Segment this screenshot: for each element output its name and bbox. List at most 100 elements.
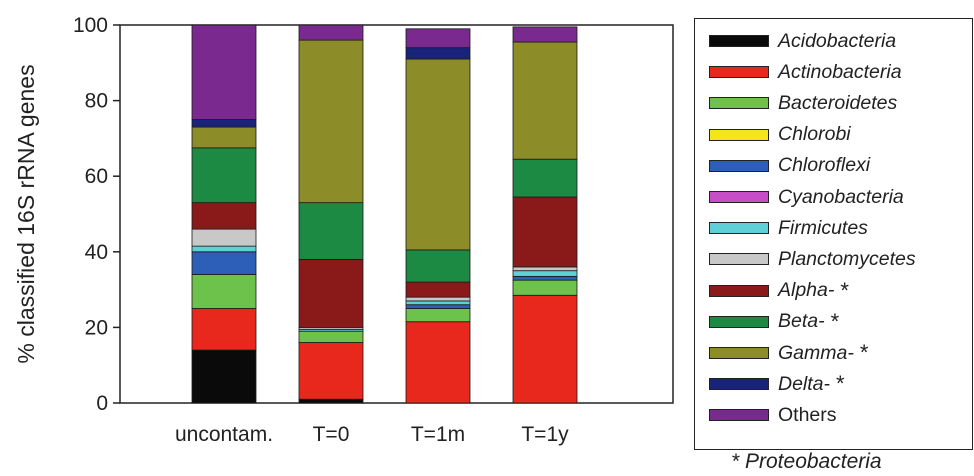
legend-swatch [709, 128, 769, 141]
legend-label: Actinobacteria [778, 60, 902, 83]
bar-segment [191, 147, 257, 204]
bar-stack [405, 28, 471, 404]
x-tick-label: T=0 [313, 423, 350, 446]
bar-segment [405, 321, 471, 404]
legend-item: Firmicutes [709, 216, 868, 240]
y-tick-label: 100 [73, 14, 108, 37]
legend-label: Acidobacteria [778, 29, 897, 52]
bar-segment [512, 270, 578, 277]
bar-segment [405, 281, 471, 298]
legend-label: Delta- [778, 372, 831, 395]
legend-item: Delta- * [709, 371, 845, 397]
bar-stack [298, 24, 364, 404]
legend-label: Firmicutes [778, 216, 868, 239]
legend-item: Planctomycetes [709, 247, 916, 271]
bar-stack [191, 24, 257, 404]
bar-segment [405, 308, 471, 323]
bar-segment [191, 274, 257, 309]
bar-segment [298, 330, 364, 343]
legend-item: Bacteroidetes [709, 91, 897, 115]
bar-segment [405, 300, 471, 306]
bar-segment [405, 47, 471, 60]
bar-segment [512, 26, 578, 43]
legend-item: Chloroflexi [709, 154, 870, 178]
legend-swatch [709, 159, 769, 172]
bar-segment [298, 202, 364, 260]
legend-swatch [709, 409, 769, 422]
bar-segment [405, 296, 471, 302]
bar-segment [512, 279, 578, 296]
bar-segment [512, 41, 578, 160]
legend-item: Others [709, 403, 837, 427]
bar-segment [298, 24, 364, 41]
legend-label: Gamma- [778, 341, 854, 364]
legend-label: Chlorobi [778, 123, 851, 146]
bar-segment [191, 228, 257, 247]
legend-swatch [709, 378, 769, 391]
bar-segment [191, 119, 257, 128]
y-tick-label: 20 [85, 316, 108, 339]
bar-stack [512, 26, 578, 404]
proteobacteria-marker: * [830, 308, 840, 334]
legend-swatch [709, 284, 769, 297]
bar-segment [405, 58, 471, 251]
proteobacteria-marker: * [836, 371, 845, 397]
legend-swatch [709, 347, 769, 359]
x-axis: uncontam. T=0 T=1m T=1y [175, 423, 569, 446]
x-tick-label: T=1y [521, 423, 569, 446]
bar-segment [298, 258, 364, 328]
proteobacteria-marker: * [840, 277, 849, 303]
legend-item: Cyanobacteria [709, 185, 904, 209]
legend-label: Chloroflexi [778, 154, 871, 177]
y-tick-label: 80 [85, 90, 108, 113]
bar-segment [191, 126, 257, 149]
y-tick-label: 0 [96, 392, 108, 415]
legend-item: Chlorobi [709, 123, 851, 147]
bar-segment [191, 349, 257, 404]
x-tick-label: T=1m [411, 423, 465, 446]
legend: Acidobacteria Actinobacteria Bacteroidetes… [694, 18, 973, 450]
legend-swatch [709, 253, 769, 266]
legend-label: Alpha- [778, 279, 835, 302]
legend-swatch [709, 222, 769, 235]
legend-label: Beta- [778, 310, 825, 333]
bar-segment [512, 196, 578, 268]
legend-label: Cyanobacteria [778, 185, 904, 208]
legend-label: Planctomycetes [778, 247, 916, 270]
bar-segment [405, 304, 471, 309]
legend-swatch [709, 66, 769, 79]
y-tick-label: 60 [85, 165, 108, 188]
legend-label: Bacteroidetes [778, 91, 898, 114]
bar-segment [298, 398, 364, 404]
y-tick-label: 40 [85, 241, 108, 264]
legend-swatch [709, 35, 769, 47]
legend-item: Acidobacteria [709, 29, 896, 53]
bar-segment [298, 342, 364, 400]
bar-segment [512, 266, 578, 272]
bar-segment [191, 251, 257, 275]
bar-stacks [191, 24, 578, 404]
bar-segment [191, 245, 257, 253]
bar-segment [298, 39, 364, 204]
legend-swatch [709, 97, 769, 110]
bar-segment [191, 308, 257, 351]
bar-segment [405, 28, 471, 49]
legend-swatch [709, 191, 769, 203]
bar-segment [512, 294, 578, 404]
bar-segment [512, 275, 578, 281]
bar-segment [191, 202, 257, 230]
proteobacteria-marker: * [859, 340, 869, 365]
plot-frame [119, 24, 674, 404]
x-tick-label: uncontam. [175, 423, 273, 446]
legend-item: Beta- * [709, 308, 840, 334]
legend-item: Alpha- * [709, 277, 849, 303]
bar-segment [191, 24, 257, 120]
bar-segment [405, 249, 471, 283]
legend-label: Others [778, 403, 837, 426]
legend-swatch [709, 315, 769, 328]
y-axis-label: % classified 16S rRNA genes [13, 64, 39, 363]
y-axis: 0 20 40 60 80 100 [73, 14, 120, 415]
footnote: * Proteobacteria [731, 450, 882, 473]
legend-item: Actinobacteria [709, 60, 902, 84]
